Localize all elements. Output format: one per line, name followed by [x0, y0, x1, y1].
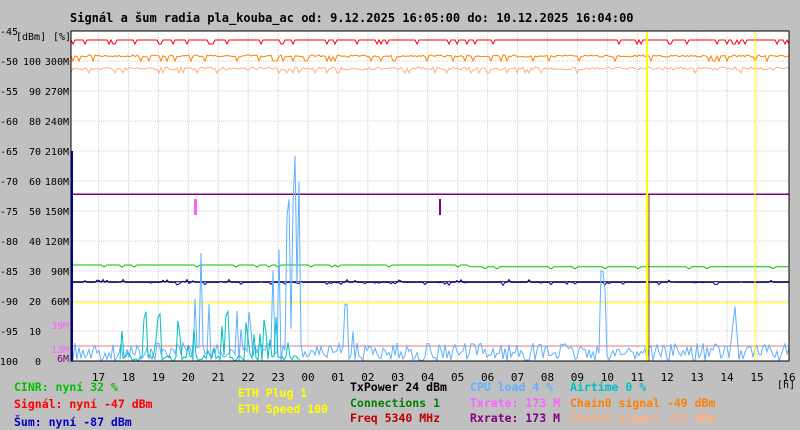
legend-connections: Connections 1 — [350, 396, 441, 410]
x-tick-label: 12 — [661, 371, 674, 384]
legend-chain0: Chain0 signal -49 dBm — [570, 396, 716, 410]
series-cpu — [70, 155, 790, 363]
y-tick-percent: 80 — [29, 117, 41, 128]
legend-cinr: CINR: nyní 32 % — [14, 380, 118, 394]
x-tick-label: 14 — [720, 371, 734, 384]
y-tick-dbm: -85 — [0, 267, 18, 278]
x-tick-label: 19 — [152, 371, 165, 384]
x-tick-label: 18 — [122, 371, 135, 384]
y-unit-percent: [%] — [53, 32, 71, 43]
y-tick-percent: 10 — [29, 327, 41, 338]
legend-noise: Šum: nyní -87 dBm — [14, 415, 132, 429]
legend-cpu: CPU load 4 % — [470, 380, 554, 394]
y-tick-speed: 300M — [45, 57, 69, 68]
legend-rxrate: Rxrate: 173 M — [470, 411, 561, 425]
y-tick-speed: 90M — [51, 267, 69, 278]
y-tick-speed: 39M — [51, 321, 69, 332]
y-tick-dbm: -90 — [0, 297, 18, 308]
y-tick-percent: 90 — [29, 87, 41, 98]
x-tick-label: 20 — [182, 371, 195, 384]
x-tick-label: 22 — [242, 371, 255, 384]
x-tick-label: 00 — [301, 371, 314, 384]
y-tick-speed: 210M — [45, 147, 69, 158]
x-tick-label: 03 — [391, 371, 404, 384]
legend-airtime: Airtime 0 % — [570, 380, 647, 394]
y-tick-speed: 240M — [45, 117, 69, 128]
x-tick-label: 09 — [571, 371, 584, 384]
legend-txpower: TxPower 24 dBm — [350, 380, 447, 394]
y-tick-percent: 50 — [29, 207, 41, 218]
legend-freq: Freq 5340 MHz — [350, 411, 441, 425]
x-tick-label: 01 — [331, 371, 344, 384]
legend-chain1: Chain1 signal -51 dBm — [570, 411, 716, 425]
y-unit-dbm: [dBm] — [16, 32, 46, 43]
x-tick-label: 16 — [782, 371, 795, 384]
series-airtime — [119, 309, 301, 362]
y-tick-dbm: -75 — [0, 207, 18, 218]
y-tick-speed: 13M — [51, 345, 69, 356]
y-tick-speed: 270M — [45, 87, 69, 98]
y-tick-percent: 40 — [29, 237, 41, 248]
txrate-marker — [194, 199, 197, 215]
y-tick-dbm: -70 — [0, 177, 18, 188]
y-tick-dbm: -65 — [0, 147, 18, 158]
y-tick-dbm: -60 — [0, 117, 18, 128]
x-tick-label: 02 — [361, 371, 374, 384]
y-tick-speed: 180M — [45, 177, 69, 188]
y-tick-dbm: -95 — [0, 327, 18, 338]
y-tick-speed: 60M — [51, 297, 69, 308]
y-tick-speed: 6M — [57, 354, 69, 365]
x-tick-label: 07 — [511, 371, 524, 384]
series-signal — [70, 38, 790, 46]
rxrate-marker — [439, 199, 441, 215]
chart-title: Signál a šum radia pla_kouba_ac od: 9.12… — [70, 11, 634, 25]
y-tick-percent: 30 — [29, 267, 41, 278]
x-tick-label: 21 — [212, 371, 225, 384]
x-tick-label: 11 — [631, 371, 644, 384]
legend-signal: Signál: nyní -47 dBm — [14, 397, 153, 411]
series-chain1 — [70, 65, 790, 75]
x-tick-label: 08 — [541, 371, 554, 384]
x-tick-label: 10 — [601, 371, 614, 384]
y-tick-dbm: -100 — [0, 357, 18, 368]
y-tick-dbm: -55 — [0, 87, 18, 98]
x-tick-label: 13 — [690, 371, 703, 384]
x-unit-label: [h] — [777, 380, 795, 391]
legend-txrate: Txrate: 173 M — [470, 396, 561, 410]
x-tick-label: 15 — [750, 371, 763, 384]
series-cinr — [71, 264, 788, 270]
y-tick-speed: 150M — [45, 207, 69, 218]
legend-eth-speed: ETH Speed 100 — [238, 402, 329, 416]
y-tick-percent: 0 — [35, 357, 41, 368]
series-noise — [70, 278, 789, 287]
y-tick-speed: 120M — [45, 237, 69, 248]
y-tick-dbm: -50 — [0, 57, 18, 68]
y-tick-dbm: -80 — [0, 237, 18, 248]
plot-border — [70, 30, 790, 362]
plot-area — [71, 31, 789, 361]
x-tick-label: 06 — [481, 371, 494, 384]
y-tick-percent: 60 — [29, 177, 41, 188]
series-chain0 — [70, 54, 790, 63]
x-tick-label: 04 — [421, 371, 435, 384]
y-tick-dbm: -45 — [0, 27, 18, 38]
y-tick-percent: 20 — [29, 297, 41, 308]
y-tick-percent: 100 — [23, 57, 41, 68]
x-tick-label: 05 — [451, 371, 464, 384]
y-tick-percent: 70 — [29, 147, 41, 158]
legend-eth-plug: ETH Plug 1 — [238, 386, 308, 400]
x-tick-label: 17 — [92, 371, 105, 384]
x-tick-label: 23 — [271, 371, 284, 384]
